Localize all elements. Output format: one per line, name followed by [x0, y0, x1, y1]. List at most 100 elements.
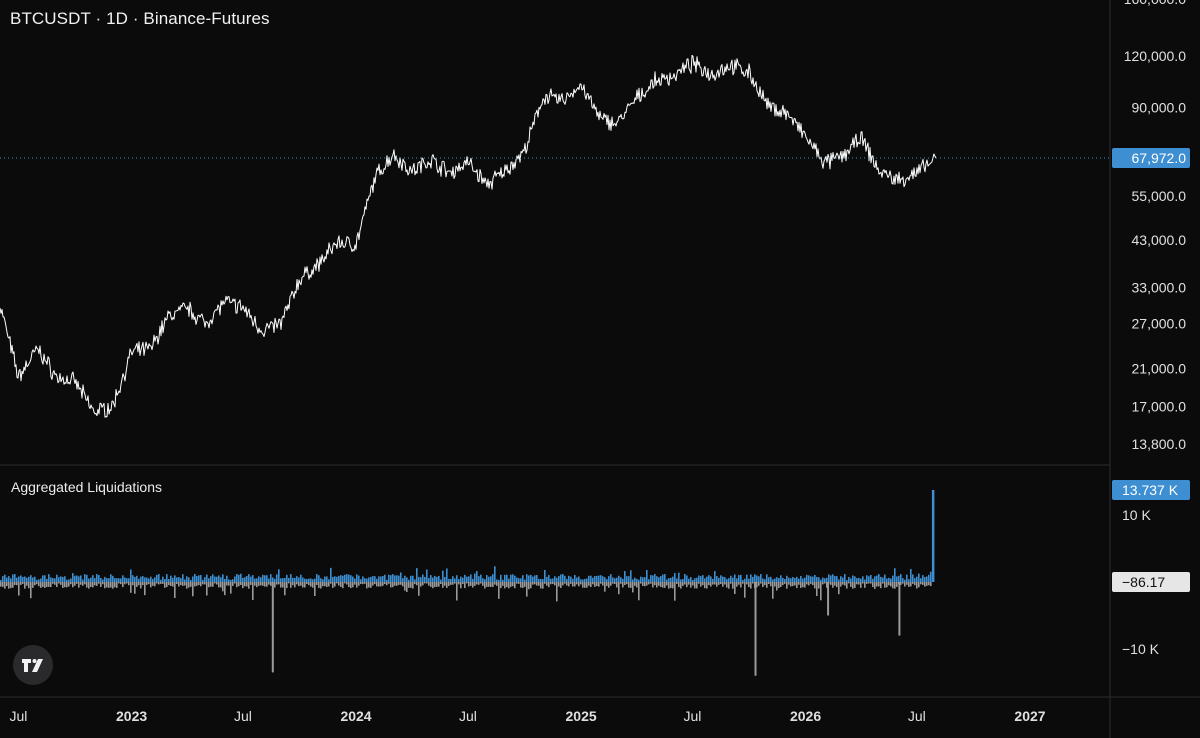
- short-liquidation-bar: [170, 582, 172, 586]
- short-liquidation-bar: [70, 582, 72, 585]
- long-liquidation-bar: [730, 575, 732, 582]
- long-liquidation-bar: [430, 575, 432, 582]
- long-liquidation-bar: [690, 577, 692, 582]
- long-liquidation-bar: [318, 575, 320, 582]
- long-liquidation-bar: [102, 579, 104, 582]
- short-liquidation-bar: [4, 582, 6, 589]
- long-liquidation-bar: [458, 579, 460, 582]
- long-liquidation-bar: [72, 573, 74, 582]
- long-liquidation-bar: [144, 577, 146, 582]
- long-liquidation-bar: [878, 574, 880, 582]
- short-liquidation-bar: [768, 582, 770, 584]
- long-liquidation-bar: [382, 575, 384, 582]
- short-liquidation-bar: [680, 582, 682, 589]
- long-liquidation-bar: [292, 577, 294, 582]
- short-liquidation-bar: [6, 582, 8, 587]
- short-liquidation-bar: [56, 582, 58, 588]
- short-liquidation-bar: [592, 582, 594, 585]
- long-liquidation-bar: [534, 575, 536, 582]
- long-liquidation-bar: [450, 578, 452, 582]
- short-liquidation-bar: [532, 582, 534, 585]
- long-liquidation-bar: [376, 578, 378, 582]
- short-liquidation-bar: [382, 582, 384, 586]
- long-liquidation-bar: [706, 576, 708, 582]
- long-liquidation-bar: [154, 577, 156, 582]
- long-liquidation-bar: [566, 578, 568, 582]
- long-liquidation-bar: [510, 574, 512, 582]
- long-liquidation-bar: [678, 572, 680, 582]
- short-liquidation-spike: [754, 582, 757, 676]
- long-liquidation-bar: [122, 575, 124, 582]
- long-liquidation-bar: [346, 574, 348, 582]
- short-liquidation-bar: [62, 582, 64, 588]
- long-liquidation-bar: [868, 576, 870, 582]
- short-liquidation-bar: [210, 582, 212, 587]
- long-liquidation-bar: [170, 575, 172, 582]
- short-liquidation-bar: [844, 582, 846, 586]
- short-liquidation-bar: [186, 582, 188, 589]
- short-liquidation-bar: [332, 582, 334, 588]
- short-liquidation-bar: [498, 582, 500, 599]
- short-liquidation-bar: [342, 582, 344, 589]
- long-liquidation-bar: [108, 578, 110, 582]
- short-liquidation-bar: [184, 582, 186, 586]
- long-liquidation-bar: [886, 578, 888, 582]
- long-liquidation-bar: [674, 573, 676, 582]
- short-liquidation-bar: [424, 582, 426, 584]
- short-liquidation-bar: [426, 582, 428, 584]
- long-liquidation-bar: [22, 576, 24, 582]
- short-liquidation-bar: [450, 582, 452, 585]
- short-liquidation-spike: [271, 582, 274, 673]
- long-liquidation-bar: [580, 579, 582, 582]
- long-liquidation-bar: [26, 577, 28, 582]
- long-liquidation-bar: [192, 576, 194, 582]
- long-liquidation-bar: [810, 576, 812, 582]
- short-liquidation-bar: [888, 582, 890, 586]
- short-liquidation-bar: [612, 582, 614, 584]
- long-liquidation-bar: [182, 574, 184, 582]
- long-liquidation-bar: [34, 576, 36, 582]
- long-liquidation-bar: [840, 576, 842, 582]
- short-liquidation-bar: [118, 582, 120, 584]
- short-liquidation-bar: [930, 582, 932, 587]
- short-liquidation-bar: [74, 582, 76, 586]
- long-liquidation-bar: [780, 575, 782, 582]
- long-liquidation-bar: [368, 577, 370, 582]
- short-liquidation-bar: [34, 582, 36, 586]
- long-liquidation-bar: [768, 577, 770, 582]
- long-liquidation-bar: [468, 576, 470, 582]
- long-liquidation-bar: [12, 574, 14, 582]
- long-liquidation-bar: [680, 579, 682, 582]
- short-liquidation-bar: [814, 582, 816, 589]
- long-liquidation-bar: [442, 570, 444, 582]
- short-liquidation-bar: [302, 582, 304, 588]
- short-liquidation-bar: [100, 582, 102, 588]
- short-liquidation-bar: [692, 582, 694, 586]
- short-liquidation-bar: [552, 582, 554, 585]
- short-liquidation-bar: [662, 582, 664, 588]
- long-liquidation-bar: [888, 577, 890, 582]
- long-liquidation-bar: [578, 576, 580, 582]
- short-liquidation-bar: [368, 582, 370, 588]
- long-liquidation-bar: [842, 577, 844, 582]
- tradingview-logo-icon[interactable]: [13, 645, 53, 685]
- short-liquidation-bar: [174, 582, 176, 599]
- short-liquidation-bar: [588, 582, 590, 586]
- short-liquidation-bar: [464, 582, 466, 589]
- short-liquidation-bar: [688, 582, 690, 585]
- long-liquidation-bar: [184, 579, 186, 582]
- long-liquidation-bar: [68, 579, 70, 582]
- long-liquidation-bar: [212, 574, 214, 582]
- short-liquidation-bar: [222, 582, 224, 592]
- short-liquidation-bar: [248, 582, 250, 589]
- long-liquidation-bar: [224, 579, 226, 582]
- long-liquidation-bar: [44, 575, 46, 582]
- short-liquidation-bar: [250, 582, 252, 585]
- short-liquidation-bar: [124, 582, 126, 585]
- short-liquidation-bar: [864, 582, 866, 588]
- long-liquidation-bar: [358, 575, 360, 582]
- long-liquidation-peak-bar: [931, 490, 935, 582]
- long-liquidation-bar: [398, 575, 400, 582]
- short-liquidation-bar: [202, 582, 204, 585]
- short-liquidation-bar: [198, 582, 200, 586]
